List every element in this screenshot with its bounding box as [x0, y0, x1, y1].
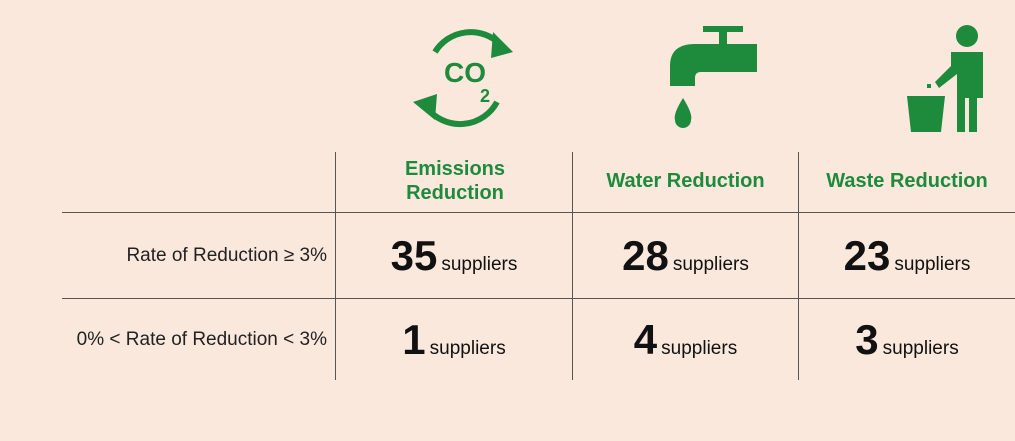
cell-content: 3 suppliers — [855, 316, 958, 364]
column-header: Waste Reduction — [826, 170, 988, 192]
count: 23 — [843, 231, 891, 279]
count: 1 — [402, 316, 426, 363]
co2-icon: CO 2 — [413, 29, 513, 128]
column-divider — [335, 152, 336, 380]
unit: suppliers — [429, 338, 506, 359]
count: 4 — [633, 316, 658, 363]
column-header: Water Reduction — [606, 170, 765, 192]
cell: 3 suppliers — [799, 299, 1015, 381]
cell: 28 suppliers — [573, 213, 798, 298]
cell-content: 23 suppliers — [844, 232, 971, 280]
column-divider — [798, 152, 799, 380]
unit: suppliers — [661, 338, 738, 359]
column-divider — [572, 152, 573, 380]
count: 3 — [855, 316, 879, 363]
column-header: Emissions Reduction — [404, 158, 506, 204]
cell: 4 suppliers — [573, 299, 798, 381]
cell: 23 suppliers — [799, 213, 1015, 298]
cell: 1 suppliers — [336, 299, 572, 381]
unit: suppliers — [672, 253, 749, 275]
svg-text:2: 2 — [480, 86, 490, 106]
cell-content: 1 suppliers — [402, 316, 505, 364]
row-label: Rate of Reduction ≥ 3% — [126, 244, 327, 266]
cell: 35 suppliers — [336, 213, 572, 298]
row-divider — [62, 212, 1015, 213]
count: 35 — [390, 231, 438, 279]
count: 28 — [622, 231, 669, 279]
waste-icon — [907, 25, 983, 132]
cell-content: 28 suppliers — [622, 232, 749, 280]
tap-icon — [670, 26, 757, 128]
row-label: 0% < Rate of Reduction < 3% — [76, 329, 327, 350]
unit: suppliers — [894, 253, 971, 275]
unit: suppliers — [882, 338, 959, 359]
cell-content: 4 suppliers — [634, 316, 737, 364]
row-divider — [62, 298, 1015, 299]
cell-content: 35 suppliers — [391, 232, 518, 280]
unit: suppliers — [441, 253, 518, 275]
svg-text:CO: CO — [444, 57, 486, 88]
